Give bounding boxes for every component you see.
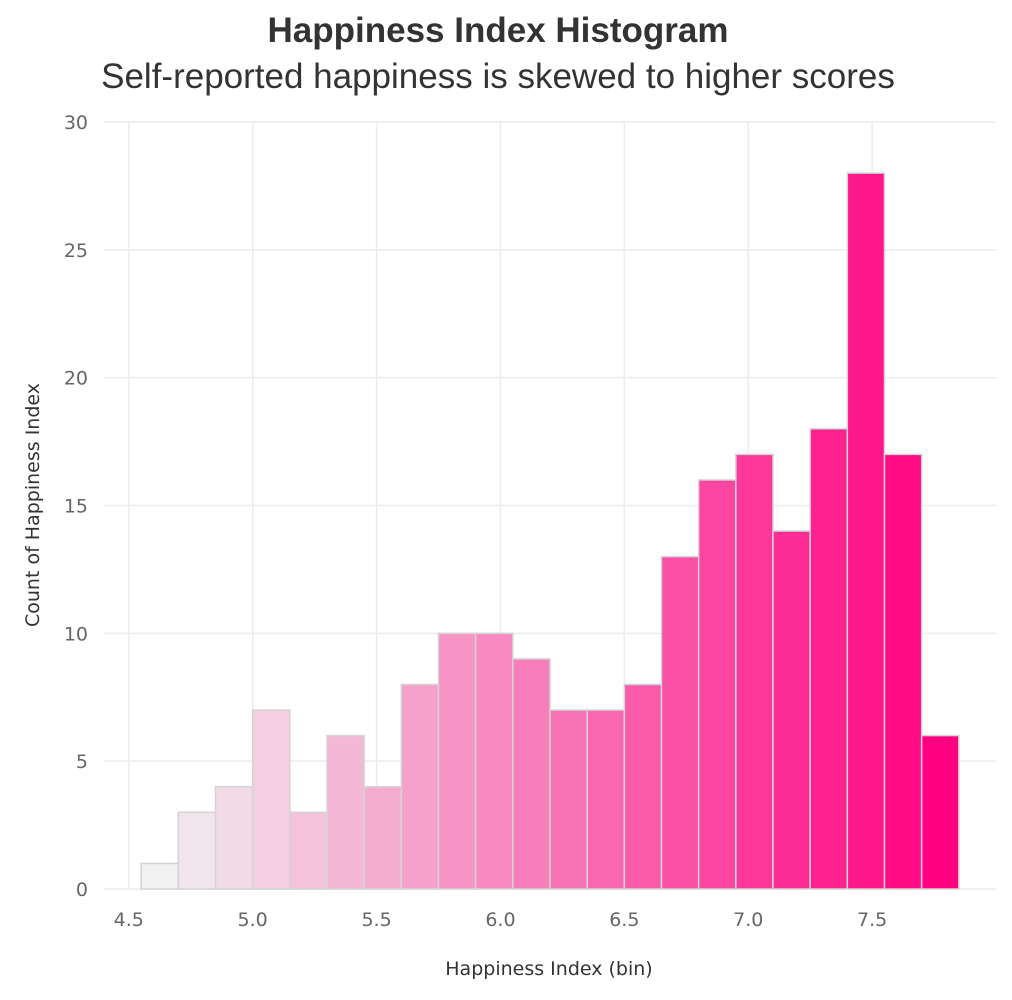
x-tick-label: 4.5	[114, 909, 144, 931]
histogram-bar	[400, 683, 440, 890]
histogram-bar	[846, 172, 886, 890]
bars	[140, 172, 960, 890]
x-tick-label: 6.5	[609, 909, 639, 931]
x-tick-label: 6.0	[485, 909, 515, 931]
y-tick-label: 10	[64, 623, 88, 645]
histogram-bar	[326, 734, 365, 890]
x-tick-label: 7.5	[857, 909, 887, 931]
histogram-bar	[512, 658, 551, 890]
histogram-bar	[735, 453, 774, 890]
x-axis-label: Happiness Index (bin)	[445, 958, 653, 980]
histogram-bar	[920, 734, 960, 890]
y-tick-label: 0	[76, 879, 88, 901]
histogram-bar	[140, 862, 180, 890]
histogram-bar	[809, 428, 849, 890]
tick-labels: 0 5 10 15 20 25 30 4.5 5.0 5.5 6.0 6.5 7.0 7.5	[64, 112, 887, 931]
histogram-bar	[772, 530, 811, 890]
chart-title: Happiness Index Histogram	[267, 11, 729, 50]
histogram-bar	[177, 811, 217, 890]
x-tick-label: 5.5	[361, 909, 391, 931]
y-tick-label: 20	[64, 368, 88, 390]
histogram-bar	[474, 632, 514, 890]
y-tick-label: 25	[64, 240, 88, 262]
x-tick-label: 7.0	[733, 909, 763, 931]
histogram-bar	[251, 709, 291, 890]
histogram-bar	[623, 683, 663, 890]
y-tick-label: 30	[64, 112, 88, 134]
histogram-bar	[549, 709, 588, 890]
histogram-bar	[660, 555, 700, 890]
x-tick-label: 5.0	[238, 909, 268, 931]
histogram-bar	[586, 709, 626, 890]
histogram-bar	[437, 632, 477, 890]
histogram-bar	[289, 811, 328, 890]
histogram-bar	[697, 479, 737, 890]
histogram-bar	[214, 785, 254, 890]
y-tick-label: 15	[64, 496, 88, 518]
y-tick-label: 5	[76, 751, 88, 773]
y-axis-label: Count of Happiness Index	[22, 382, 44, 628]
histogram-bar	[363, 785, 403, 890]
gridlines	[104, 121, 996, 890]
histogram-bar	[883, 453, 923, 890]
chart-subtitle: Self-reported happiness is skewed to hig…	[101, 57, 895, 96]
